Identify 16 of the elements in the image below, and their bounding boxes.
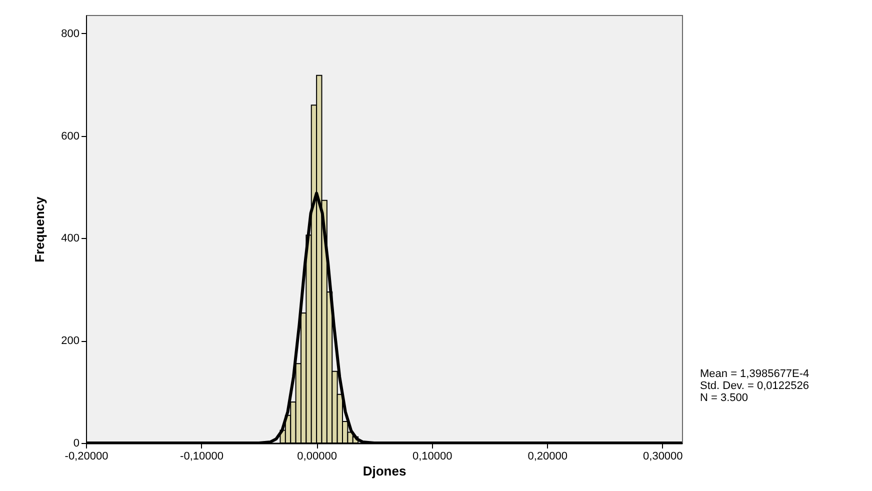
x-tick-label: 0,10000 xyxy=(412,450,452,462)
y-tick-label: 200 xyxy=(61,335,80,348)
x-axis-title: Djones xyxy=(362,464,406,478)
y-axis-title: Frequency xyxy=(32,196,48,262)
x-tick-label: -0,20000 xyxy=(64,450,108,462)
x-tick-label: -0,10000 xyxy=(180,450,224,462)
text: Std. Dev. = 0,0122526 xyxy=(700,380,810,392)
x-tick-label: 0,30000 xyxy=(643,450,683,462)
y-tick-label: 400 xyxy=(61,232,80,245)
y-tick-label: 0 xyxy=(73,438,80,450)
y-tick-label: 600 xyxy=(61,130,80,142)
y-tick-label: 800 xyxy=(61,28,80,40)
text: N = 3.500 xyxy=(700,392,750,404)
x-tick-label: 0,20000 xyxy=(528,450,568,462)
text: Mean = 1,3985677E-4 xyxy=(700,368,810,380)
x-tick-label: 0,00000 xyxy=(297,450,337,462)
